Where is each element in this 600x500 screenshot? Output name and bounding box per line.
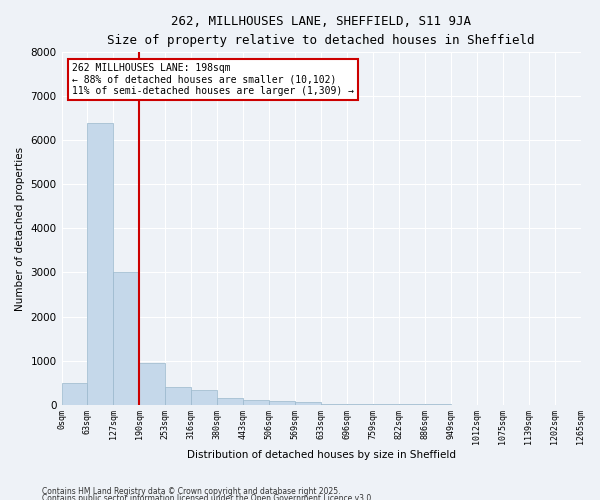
Bar — [295, 402, 321, 404]
Y-axis label: Number of detached properties: Number of detached properties — [15, 146, 25, 310]
Text: Contains public sector information licensed under the Open Government Licence v3: Contains public sector information licen… — [42, 494, 374, 500]
Bar — [243, 400, 269, 404]
Bar — [139, 363, 166, 405]
Title: 262, MILLHOUSES LANE, SHEFFIELD, S11 9JA
Size of property relative to detached h: 262, MILLHOUSES LANE, SHEFFIELD, S11 9JA… — [107, 15, 535, 47]
Bar — [113, 272, 139, 404]
Bar — [269, 402, 295, 404]
Text: 262 MILLHOUSES LANE: 198sqm
← 88% of detached houses are smaller (10,102)
11% of: 262 MILLHOUSES LANE: 198sqm ← 88% of det… — [72, 63, 354, 96]
Text: Contains HM Land Registry data © Crown copyright and database right 2025.: Contains HM Land Registry data © Crown c… — [42, 487, 341, 496]
Bar — [62, 384, 88, 404]
Bar — [217, 398, 243, 404]
X-axis label: Distribution of detached houses by size in Sheffield: Distribution of detached houses by size … — [187, 450, 455, 460]
Bar — [88, 123, 113, 404]
Bar — [191, 390, 217, 404]
Bar — [166, 387, 191, 404]
